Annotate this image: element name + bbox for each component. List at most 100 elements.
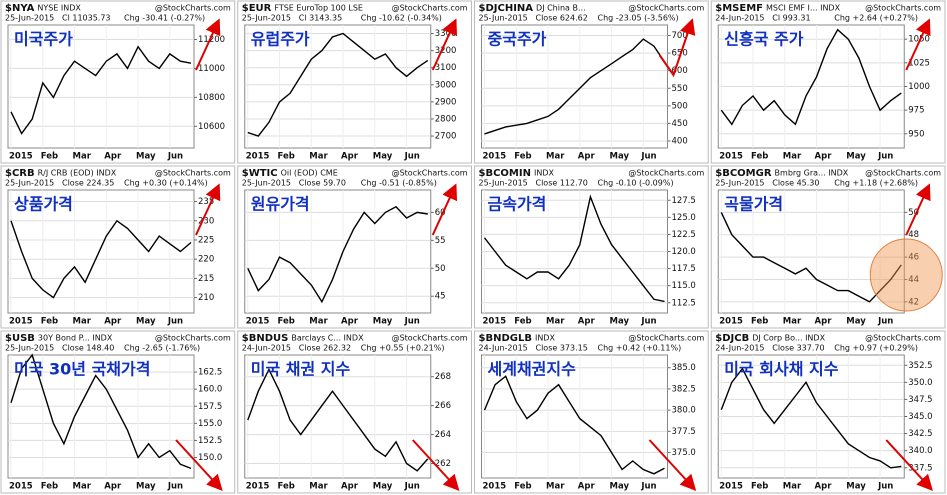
price-line (483, 375, 665, 475)
x-tick-label: Apr (578, 152, 596, 162)
arrow (658, 18, 696, 78)
date: 25-Jun-2015 (5, 14, 54, 23)
y-tick-label: 1025 (908, 58, 930, 68)
chart-subtitle: 30Y Bond P... INDX (38, 334, 113, 343)
chart-title: $BNDGLB (479, 333, 532, 344)
chart-panel: $EUR FTSE EuroTop 100 LSE @StockCharts.com… (237, 0, 472, 164)
chart-title: $BCOMIN (479, 168, 531, 179)
y-tick-label: 235 (198, 197, 214, 207)
x-tick-label: 2015 (9, 152, 33, 162)
chart-subtitle: INDX (534, 169, 555, 178)
y-tick-label: 342.5 (908, 429, 932, 439)
y-tick-label: 3100 (435, 63, 457, 73)
x-tick-label: May (610, 317, 630, 327)
y-tick-label: 45 (435, 292, 446, 302)
y-tick-label: 550 (672, 84, 688, 94)
annotation: 원유가격 (251, 195, 310, 214)
close: Close 262.32 (299, 344, 351, 353)
change: Chg +0.55 (+0.21%) (361, 344, 445, 353)
y-tick-label: 11000 (198, 64, 225, 74)
date: 25-Jun-2015 (479, 14, 528, 23)
x-tick-label: Jun (404, 152, 420, 162)
annotation: 중국주가 (488, 30, 547, 49)
x-tick-label: 2015 (719, 317, 743, 327)
annotation: 미국주가 (14, 30, 73, 49)
y-tick-label: 347.5 (908, 395, 932, 405)
y-tick-label: 3200 (435, 46, 457, 56)
y-tick-label: 42 (908, 297, 919, 307)
arrow (412, 439, 460, 491)
x-tick-label: Mar (783, 482, 802, 492)
chart-panel: $BNDUS Barclays C... INDX @StockCharts.com… (237, 330, 472, 494)
y-tick-label: 220 (198, 255, 214, 265)
x-tick-label: Apr (104, 317, 122, 327)
x-tick-label: 2015 (483, 482, 507, 492)
annotation: 금속가격 (488, 195, 547, 214)
y-tick-label: 2700 (435, 132, 457, 142)
chart-subtitle: FTSE EuroTop 100 LSE (274, 4, 363, 13)
close: Close 59.70 (299, 179, 346, 188)
y-tick-label: 2800 (435, 114, 457, 124)
arrow (195, 18, 221, 71)
chart-panel: $MSEMF MSCI EMF I... INDX @StockCharts.com… (710, 0, 946, 164)
chart-title: $DJCB (715, 333, 749, 344)
arrow (648, 439, 697, 491)
y-tick-label: 500 (672, 101, 688, 111)
x-tick-label: Jun (640, 152, 656, 162)
arrow (905, 18, 931, 71)
x-tick-label: Apr (815, 317, 833, 327)
source: @StockCharts.com (628, 4, 704, 13)
x-tick-label: May (846, 317, 866, 327)
change: Chg -10.62 (-0.34%) (361, 14, 442, 23)
date: 25-Jun-2015 (479, 179, 528, 188)
y-tick-label: 152.5 (198, 436, 222, 446)
chart-title: $BNDUS (242, 333, 289, 344)
plot-area (481, 354, 668, 479)
x-tick-label: May (610, 482, 630, 492)
arrow (431, 183, 458, 236)
chart-title: $BCOMGR (715, 168, 772, 179)
x-tick-label: Apr (341, 317, 359, 327)
source: @StockCharts.com (865, 334, 941, 343)
price-line (247, 32, 429, 137)
y-tick-label: 264 (435, 430, 451, 440)
close: Close 45.30 (772, 179, 819, 188)
x-tick-label: Feb (278, 152, 295, 162)
x-tick-label: Jun (167, 317, 183, 327)
x-tick-label: Mar (73, 317, 92, 327)
change: Chg +0.42 (+0.11%) (598, 344, 682, 353)
close: Cl 3143.35 (299, 14, 342, 23)
x-tick-label: 2015 (719, 482, 743, 492)
chart-title: $EUR (242, 3, 272, 14)
change: Chg +0.30 (+0.14%) (124, 179, 208, 188)
x-tick-label: 2015 (246, 317, 270, 327)
price-line (483, 194, 665, 303)
price-line (720, 212, 902, 303)
x-tick-label: Feb (514, 152, 531, 162)
source: @StockCharts.com (865, 169, 941, 178)
x-tick-label: May (373, 152, 393, 162)
change: Chg -0.51 (-0.85%) (361, 179, 437, 188)
plot-area (244, 24, 432, 149)
y-tick-label: 352.5 (908, 361, 932, 371)
arrow (195, 183, 221, 236)
y-tick-label: 225 (198, 235, 214, 245)
close: Close 224.35 (62, 179, 114, 188)
date: 25-Jun-2015 (5, 179, 54, 188)
change: Chg +0.97 (+0.29%) (834, 344, 918, 353)
change: Chg -30.41 (-0.27%) (124, 14, 205, 23)
y-tick-label: 350.0 (908, 378, 932, 388)
change: Chg +1.18 (+2.68%) (834, 179, 918, 188)
x-tick-label: Feb (514, 317, 531, 327)
x-tick-label: 2015 (246, 482, 270, 492)
y-tick-label: 50 (908, 208, 919, 218)
close: Cl 993.31 (772, 14, 810, 23)
y-tick-label: 60 (435, 208, 446, 218)
y-tick-label: 157.5 (198, 402, 222, 412)
price-line (720, 367, 902, 469)
y-tick-label: 700 (672, 31, 688, 41)
price-line (247, 205, 428, 304)
chart-subtitle: Barclays C... INDX (291, 334, 364, 343)
x-tick-label: Jun (877, 482, 893, 492)
x-tick-label: May (373, 482, 393, 492)
